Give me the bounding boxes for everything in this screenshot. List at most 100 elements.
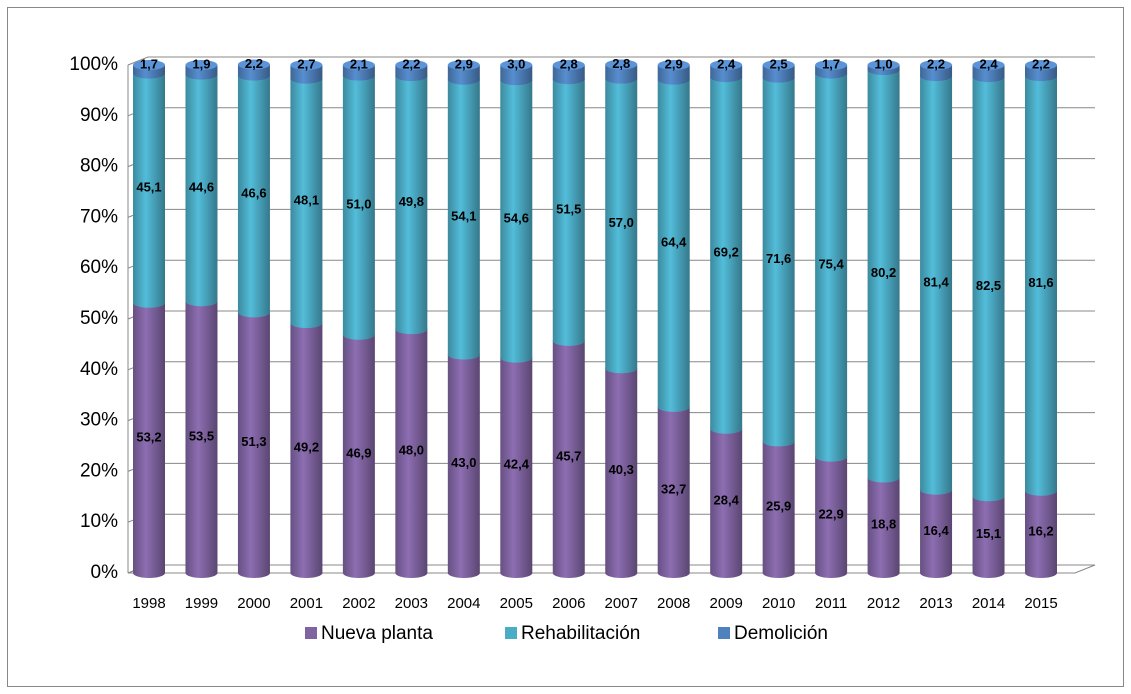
bar-body (290, 323, 323, 578)
bar-top (920, 60, 953, 70)
bar-body (972, 77, 1005, 502)
bar (447, 60, 480, 85)
data-label: 2,4 (717, 56, 736, 71)
x-tick-label: 2011 (815, 595, 847, 612)
bar-top (342, 60, 375, 70)
data-label: 40,3 (609, 462, 634, 477)
bar-body (290, 65, 323, 84)
bar-body (710, 77, 743, 434)
bar-body (815, 456, 848, 578)
data-label: 82,5 (976, 278, 1001, 293)
data-label: 15,1 (976, 526, 1001, 541)
bar-body (657, 79, 690, 412)
bar-top (605, 59, 638, 70)
bar-body (867, 477, 900, 578)
bar-body (552, 65, 585, 85)
bar (867, 60, 900, 76)
bar-body (1025, 490, 1057, 578)
x-tick-label: 2004 (447, 595, 480, 612)
bar (815, 60, 848, 79)
data-label: 2,8 (560, 56, 578, 71)
bar-top (290, 60, 323, 70)
bar-top (657, 60, 690, 70)
data-label: 1,7 (140, 56, 158, 71)
data-label: 44,6 (189, 179, 214, 194)
bar-body (762, 65, 795, 83)
bar-body (815, 73, 848, 462)
data-label: 53,2 (136, 429, 161, 444)
x-tick-label: 1998 (132, 595, 165, 612)
bar-body (237, 312, 270, 578)
bar-top (395, 60, 428, 70)
bar (657, 60, 690, 85)
y-tick-label: 20% (80, 460, 118, 481)
y-tick-label: 60% (80, 257, 118, 278)
bar-body (447, 354, 480, 578)
bar-top (972, 60, 1005, 70)
bar-body (500, 357, 533, 578)
data-label: 1,7 (822, 56, 840, 71)
data-label: 46,6 (241, 185, 266, 200)
bar-top (133, 60, 165, 70)
data-label: 81,4 (923, 274, 949, 289)
data-label: 71,6 (766, 251, 791, 266)
data-label: 32,7 (661, 481, 686, 496)
data-label: 43,0 (451, 455, 476, 470)
bar-body (605, 64, 638, 84)
data-label: 18,8 (871, 517, 896, 532)
bar (1025, 60, 1057, 82)
data-label: 49,8 (399, 194, 424, 209)
data-label: 25,9 (766, 499, 791, 514)
data-label: 2,8 (612, 56, 630, 71)
data-label: 2,9 (455, 56, 473, 71)
y-tick-label: 50% (80, 308, 118, 329)
x-tick-label: 2009 (709, 595, 742, 612)
legend-label: Demolición (734, 623, 828, 644)
data-label: 80,2 (871, 265, 896, 280)
y-tick-label: 30% (80, 410, 118, 431)
bar (133, 60, 165, 79)
bar-body (552, 79, 585, 346)
x-tick-label: 2015 (1024, 595, 1057, 612)
bar-body (395, 329, 428, 578)
data-label: 1,9 (192, 56, 210, 71)
x-tick-label: 2007 (605, 595, 638, 612)
x-tick-label: 2008 (657, 595, 690, 612)
bar-body (605, 368, 638, 578)
bar-body (657, 406, 690, 578)
data-label: 2,2 (1032, 56, 1050, 71)
bar-top (447, 60, 480, 70)
legend-swatch (718, 627, 730, 639)
y-tick-label: 100% (69, 54, 118, 75)
data-label: 2,2 (927, 56, 945, 71)
bar-body (447, 79, 480, 360)
data-label: 69,2 (714, 244, 739, 259)
bar (552, 60, 585, 85)
y-tick-label: 10% (80, 511, 118, 532)
y-tick-label: 80% (80, 156, 118, 177)
bar-body (185, 74, 218, 307)
x-tick-label: 1999 (185, 595, 218, 612)
x-tick-label: 2006 (552, 595, 585, 612)
y-tick-label: 90% (80, 105, 118, 126)
bar-body (657, 65, 690, 85)
legend-swatch (505, 627, 517, 639)
bar-body (552, 340, 585, 578)
bar-body (500, 65, 533, 86)
bar-top (815, 60, 848, 70)
x-tick-label: 2003 (395, 595, 428, 612)
x-tick-label: 2000 (237, 595, 270, 612)
legend-label: Rehabilitación (521, 623, 640, 644)
bar-top (185, 60, 218, 70)
data-label: 42,4 (504, 457, 530, 472)
bar (290, 60, 323, 84)
legend-swatch (305, 627, 317, 639)
bar-body (447, 65, 480, 85)
x-tick-label: 2013 (919, 595, 952, 612)
bar (342, 60, 375, 81)
data-label: 45,7 (556, 448, 581, 463)
data-label: 48,1 (294, 192, 319, 207)
data-label: 48,0 (399, 443, 424, 458)
data-label: 54,6 (504, 210, 529, 225)
